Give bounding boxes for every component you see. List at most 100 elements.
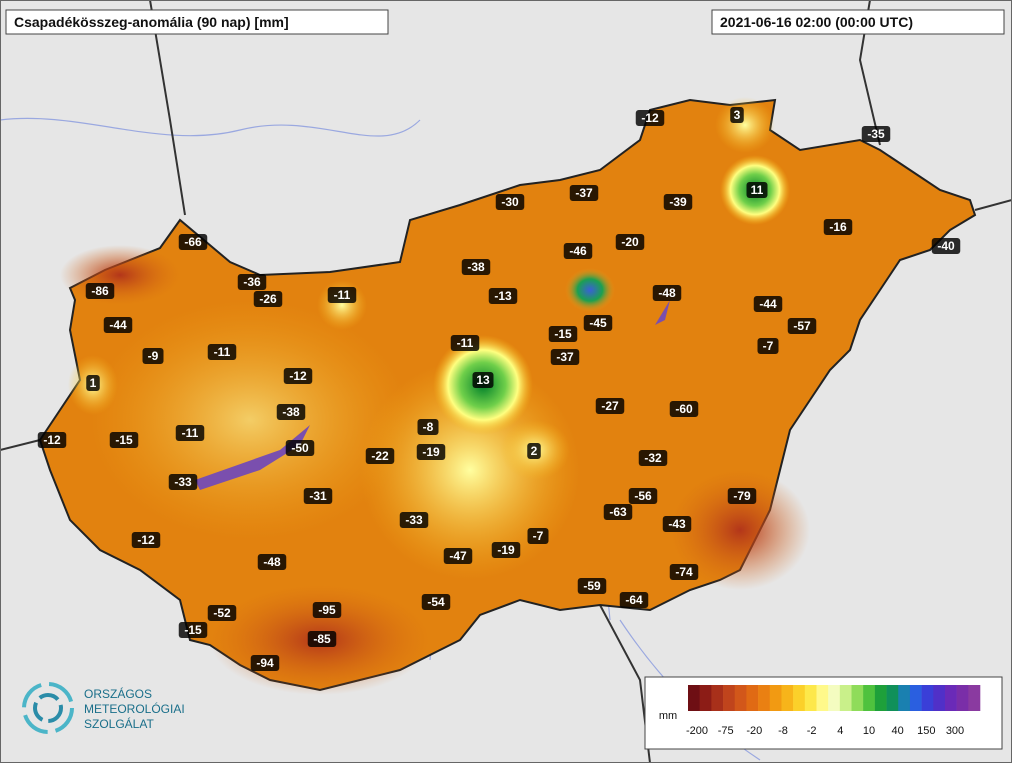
- station-value: -16: [829, 220, 847, 234]
- station-badge: [746, 182, 768, 198]
- station: -66: [178, 234, 208, 250]
- station-value: -30: [501, 195, 519, 209]
- station-value: -44: [109, 318, 127, 332]
- station-value: -45: [589, 316, 607, 330]
- station: -12: [37, 432, 67, 448]
- station: -43: [662, 516, 692, 532]
- station: -9: [142, 348, 164, 364]
- station-value: -8: [423, 420, 434, 434]
- station: 1: [86, 375, 100, 391]
- station: -13: [488, 288, 518, 304]
- legend-swatch: [863, 685, 876, 711]
- station-badge: [253, 291, 283, 307]
- station: -37: [550, 349, 580, 365]
- station-badge: [103, 317, 133, 333]
- station: -52: [207, 605, 237, 621]
- logo-text: METEOROLÓGIAI: [84, 701, 185, 716]
- legend-swatch: [851, 685, 864, 711]
- station-value: -56: [634, 489, 652, 503]
- station-value: 13: [476, 373, 490, 387]
- station-badge: [548, 326, 578, 342]
- legend-swatch: [734, 685, 747, 711]
- legend-swatch: [723, 685, 736, 711]
- legend-label: 10: [863, 725, 875, 737]
- station: -38: [461, 259, 491, 275]
- station: -11: [327, 287, 357, 303]
- station-badge: [619, 592, 649, 608]
- station-labels: -12 3 -35 11 -30 -37 -39 -16 -40 -66 -46 -20 -38 -36 -…: [37, 107, 961, 671]
- shade: [565, 268, 615, 312]
- station-badge: [663, 194, 693, 210]
- station-value: -15: [184, 623, 202, 637]
- station-badge: [285, 440, 315, 456]
- station-value: -52: [213, 606, 231, 620]
- station-badge: [327, 287, 357, 303]
- title-box: [5, 9, 389, 35]
- station: -30: [495, 194, 525, 210]
- legend-swatch: [944, 685, 957, 711]
- station-badge: [491, 542, 521, 558]
- legend-swatch: [921, 685, 934, 711]
- station: -46: [563, 243, 593, 259]
- station-value: -12: [289, 369, 307, 383]
- station-value: -36: [243, 275, 261, 289]
- station-badge: [527, 443, 541, 459]
- station: -45: [583, 315, 613, 331]
- station-badge: [207, 344, 237, 360]
- station: -33: [399, 512, 429, 528]
- station: -11: [450, 335, 480, 351]
- logo-text: ORSZÁGOS: [84, 686, 152, 701]
- legend-swatch: [688, 685, 700, 711]
- logo: ORSZÁGOS METEOROLÓGIAI SZOLGÁLAT: [22, 682, 185, 734]
- legend-label: -2: [807, 725, 817, 737]
- station: -57: [787, 318, 817, 334]
- station: -11: [175, 425, 205, 441]
- legend-swatch: [816, 685, 829, 711]
- station: -63: [603, 504, 633, 520]
- station-badge: [753, 296, 783, 312]
- station: -48: [652, 285, 682, 301]
- legend-label: -8: [778, 725, 788, 737]
- station-value: -22: [371, 449, 389, 463]
- station: 11: [746, 182, 768, 198]
- station: -7: [527, 528, 549, 544]
- station-badge: [931, 238, 961, 254]
- shade: [715, 97, 775, 153]
- station-value: -19: [422, 445, 440, 459]
- station-value: -32: [644, 451, 662, 465]
- station-value: -11: [457, 336, 474, 350]
- station-badge: [550, 349, 580, 365]
- lake: [655, 300, 670, 325]
- station-badge: [365, 448, 395, 464]
- legend-swatch: [968, 685, 981, 711]
- legend-swatch: [781, 685, 794, 711]
- station-badge: [443, 548, 473, 564]
- station-value: -33: [174, 475, 192, 489]
- station-badge: [178, 622, 208, 638]
- station-badge: [250, 655, 280, 671]
- station-value: -9: [148, 349, 159, 363]
- station-value: -94: [256, 656, 274, 670]
- station-value: -31: [309, 489, 327, 503]
- station-value: -38: [467, 260, 485, 274]
- station-badge: [595, 398, 625, 414]
- station-value: -95: [318, 603, 336, 617]
- station: -33: [168, 474, 198, 490]
- station-value: -54: [427, 595, 445, 609]
- station: -44: [103, 317, 133, 333]
- station-value: 11: [751, 183, 764, 197]
- station-badge: [727, 488, 757, 504]
- station: -27: [595, 398, 625, 414]
- station-value: -43: [668, 517, 686, 531]
- station: -47: [443, 548, 473, 564]
- station: -36: [237, 274, 267, 290]
- legend-swatch: [699, 685, 712, 711]
- station-value: -37: [556, 350, 574, 364]
- station-value: -15: [115, 433, 133, 447]
- legend-swatch: [828, 685, 841, 711]
- legend-label: 300: [946, 725, 964, 737]
- station-value: -79: [733, 489, 751, 503]
- shade: [90, 300, 410, 540]
- legend-swatch: [711, 685, 724, 711]
- legend-label: -20: [746, 725, 762, 737]
